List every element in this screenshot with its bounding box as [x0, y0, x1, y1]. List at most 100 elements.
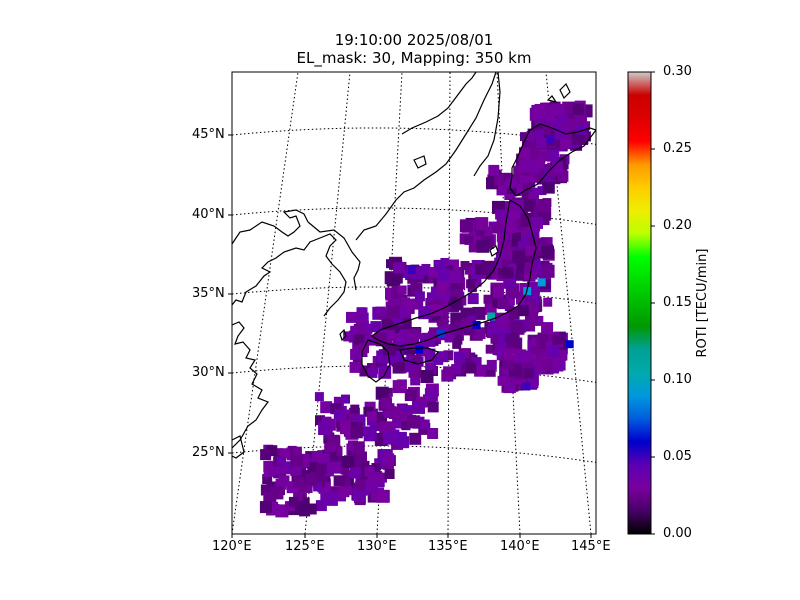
- roti-highlight-cell: [487, 312, 496, 321]
- roti-cell: [314, 392, 324, 402]
- roti-cell: [409, 432, 422, 445]
- roti-cell: [501, 240, 512, 251]
- roti-cell: [392, 273, 403, 284]
- roti-cell: [288, 496, 299, 507]
- roti-cell: [412, 400, 425, 414]
- roti-cell: [397, 285, 407, 295]
- roti-cell: [532, 264, 543, 275]
- roti-cell: [496, 186, 506, 196]
- roti-cell: [292, 466, 302, 476]
- roti-cell: [356, 307, 368, 319]
- roti-cell: [382, 319, 392, 330]
- colorbar-tick-label: 0.05: [663, 449, 692, 464]
- roti-cell: [401, 297, 410, 307]
- roti-cell: [557, 170, 569, 182]
- roti-cell: [307, 462, 318, 473]
- roti-cell: [475, 217, 489, 231]
- roti-cell: [552, 161, 564, 173]
- roti-highlight-cell: [415, 345, 424, 354]
- roti-cell: [425, 362, 437, 374]
- roti-cell: [366, 411, 377, 422]
- coastline-kamchatka: [559, 82, 571, 100]
- roti-cell: [494, 175, 505, 185]
- colorbar: [627, 71, 652, 535]
- roti-highlight-cell: [522, 382, 531, 391]
- roti-cell: [572, 131, 586, 145]
- roti-cell: [333, 475, 345, 487]
- roti-cell: [353, 334, 364, 345]
- roti-cell: [396, 361, 406, 371]
- colorbar-label: ROTI [TECU/min]: [695, 248, 710, 358]
- roti-cell: [531, 259, 541, 269]
- roti-cell: [545, 112, 555, 122]
- roti-cell: [393, 315, 404, 326]
- roti-data-cells: [259, 100, 593, 518]
- roti-highlight-cell: [436, 329, 445, 338]
- roti-cell: [492, 286, 504, 298]
- roti-cell: [407, 415, 421, 429]
- roti-cell: [560, 121, 572, 133]
- roti-highlight-cell: [537, 278, 546, 287]
- coastline-sado: [489, 245, 499, 257]
- roti-cell: [299, 505, 311, 517]
- roti-cell: [503, 294, 515, 306]
- roti-cell: [472, 277, 482, 287]
- roti-cell: [513, 219, 524, 230]
- roti-cell: [552, 335, 562, 345]
- coastline-bohai: [232, 209, 309, 245]
- roti-cell: [541, 245, 554, 259]
- roti-cell: [406, 332, 418, 344]
- roti-cell: [277, 457, 286, 466]
- roti-cell: [571, 112, 583, 124]
- roti-cell: [476, 239, 490, 253]
- coastline-tsushima: [339, 328, 347, 342]
- roti-cell: [523, 358, 534, 369]
- roti-cell: [393, 262, 406, 275]
- roti-cell: [305, 503, 317, 515]
- roti-cell: [350, 426, 363, 439]
- roti-cell: [504, 218, 516, 230]
- roti-cell: [510, 321, 524, 335]
- roti-cell: [537, 186, 547, 196]
- lon-tick-label: 135°E: [428, 539, 468, 554]
- roti-cell: [542, 181, 555, 194]
- roti-cell: [311, 451, 323, 463]
- map-tick-marks: [228, 134, 592, 538]
- roti-cell: [355, 479, 367, 491]
- roti-cell: [317, 472, 328, 483]
- roti-cell: [315, 415, 325, 426]
- roti-cell: [315, 463, 327, 475]
- roti-cell: [350, 325, 362, 337]
- roti-cell: [381, 397, 392, 409]
- roti-cell: [439, 298, 449, 308]
- roti-cell: [496, 349, 508, 361]
- roti-cell: [429, 327, 439, 338]
- roti-cell: [496, 233, 506, 242]
- roti-cell: [520, 350, 533, 363]
- roti-cell: [526, 301, 539, 314]
- roti-cell: [451, 299, 463, 311]
- roti-cell: [537, 199, 551, 212]
- roti-cell: [523, 368, 534, 379]
- roti-cell: [520, 213, 534, 227]
- roti-cell: [520, 132, 529, 142]
- roti-cell: [334, 409, 345, 420]
- roti-cell: [342, 470, 352, 480]
- lat-tick-label: 45°N: [192, 127, 225, 142]
- roti-cell: [437, 317, 448, 328]
- roti-cell: [424, 388, 438, 402]
- lat-tick-label: 35°N: [192, 286, 225, 301]
- roti-cell: [371, 463, 381, 472]
- roti-cell: [485, 344, 495, 354]
- roti-cell: [536, 334, 547, 345]
- coastline-okhotsk-small: [546, 95, 558, 103]
- roti-cell: [569, 124, 579, 134]
- roti-cell: [531, 216, 543, 229]
- roti-cell: [534, 115, 545, 126]
- roti-cell: [528, 289, 540, 301]
- roti-cell: [572, 103, 584, 115]
- roti-cell: [524, 262, 536, 273]
- coastline-honshu: [370, 199, 537, 347]
- roti-cell: [419, 419, 430, 430]
- roti-cell: [483, 226, 493, 236]
